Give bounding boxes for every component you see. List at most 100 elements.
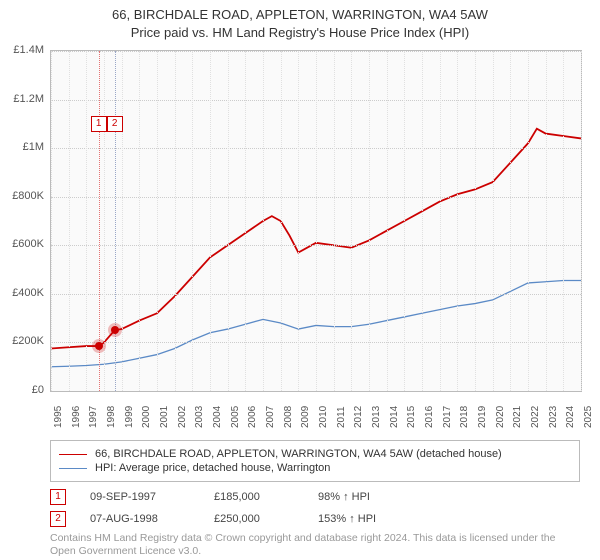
gridline-v [581,51,582,391]
y-tick-label: £1.4M [13,44,44,56]
gridline-v [369,51,370,391]
footnote: Contains HM Land Registry data © Crown c… [50,532,580,558]
x-tick-label: 2012 [353,406,364,428]
event-row: 1 09-SEP-1997 £185,000 98% ↑ HPI [50,486,580,508]
gridline-v [175,51,176,391]
gridline-v [86,51,87,391]
event-dot [111,326,119,334]
event-price: £185,000 [214,491,294,503]
title-block: 66, BIRCHDALE ROAD, APPLETON, WARRINGTON… [0,0,600,42]
x-tick-label: 2024 [565,406,576,428]
x-axis-labels: 1995 1996 1997 1998 1999 2000 2001 2002 2003 2004… [50,392,580,442]
event-vline [115,51,116,391]
event-marker-box: 1 [91,116,107,132]
x-tick-label: 2011 [336,406,347,428]
x-tick-label: 2004 [212,406,223,428]
gridline-v [51,51,52,391]
gridline-v [546,51,547,391]
gridline-v [422,51,423,391]
gridline-v [210,51,211,391]
gridline-v [404,51,405,391]
gridline-v [457,51,458,391]
x-tick-label: 2015 [406,406,417,428]
gridline-v [157,51,158,391]
legend: 66, BIRCHDALE ROAD, APPLETON, WARRINGTON… [50,440,580,482]
x-tick-label: 2001 [159,406,170,428]
legend-row: 66, BIRCHDALE ROAD, APPLETON, WARRINGTON… [59,447,571,461]
gridline-v [387,51,388,391]
y-tick-label: £600K [12,238,44,250]
event-pct: 98% ↑ HPI [318,491,418,503]
x-tick-label: 1995 [53,406,64,428]
y-tick-label: £800K [12,190,44,202]
gridline-v [298,51,299,391]
y-tick-label: £1M [23,141,44,153]
x-tick-label: 2023 [548,406,559,428]
event-date: 09-SEP-1997 [90,491,190,503]
legend-row: HPI: Average price, detached house, Warr… [59,461,571,475]
chart-container: 66, BIRCHDALE ROAD, APPLETON, WARRINGTON… [0,0,600,560]
gridline-v [192,51,193,391]
legend-label: HPI: Average price, detached house, Warr… [95,462,330,474]
gridline-v [69,51,70,391]
x-tick-label: 2025 [583,406,594,428]
legend-swatch [59,468,87,469]
x-tick-label: 2018 [459,406,470,428]
x-tick-label: 2021 [512,406,523,428]
x-tick-label: 2014 [389,406,400,428]
x-tick-label: 1999 [124,406,135,428]
event-marker-box: 2 [107,116,123,132]
gridline-v [139,51,140,391]
gridline-v [351,51,352,391]
y-axis-labels: £0£200K£400K£600K£800K£1M£1.2M£1.4M [0,50,48,390]
gridline-v [510,51,511,391]
title-line-2: Price paid vs. HM Land Registry's House … [0,24,600,42]
events-table: 1 09-SEP-1997 £185,000 98% ↑ HPI 2 07-AUG-199… [50,486,580,530]
event-date: 07-AUG-1998 [90,513,190,525]
x-tick-label: 2003 [194,406,205,428]
y-tick-label: £400K [12,287,44,299]
x-tick-label: 1998 [106,406,117,428]
gridline-v [440,51,441,391]
event-dot [95,342,103,350]
gridline-v [245,51,246,391]
title-line-1: 66, BIRCHDALE ROAD, APPLETON, WARRINGTON… [0,6,600,24]
gridline-v [334,51,335,391]
x-tick-label: 2002 [177,406,188,428]
x-tick-label: 1997 [88,406,99,428]
y-tick-label: £200K [12,335,44,347]
x-tick-label: 2020 [495,406,506,428]
gridline-v [316,51,317,391]
y-tick-label: £0 [32,384,44,396]
x-tick-label: 2016 [424,406,435,428]
x-tick-label: 2000 [141,406,152,428]
x-tick-label: 2010 [318,406,329,428]
event-number-box: 2 [50,511,66,527]
legend-label: 66, BIRCHDALE ROAD, APPLETON, WARRINGTON… [95,448,502,460]
x-tick-label: 1996 [71,406,82,428]
x-tick-label: 2013 [371,406,382,428]
gridline-v [228,51,229,391]
event-pct: 153% ↑ HPI [318,513,418,525]
x-tick-label: 2008 [283,406,294,428]
gridline-v [475,51,476,391]
x-tick-label: 2006 [247,406,258,428]
gridline-v [122,51,123,391]
x-tick-label: 2005 [230,406,241,428]
gridline-v [563,51,564,391]
gridline-v [104,51,105,391]
x-tick-label: 2017 [442,406,453,428]
plot-area: 12 [50,50,582,392]
gridline-v [263,51,264,391]
event-number-box: 1 [50,489,66,505]
event-price: £250,000 [214,513,294,525]
legend-swatch [59,454,87,455]
x-tick-label: 2009 [300,406,311,428]
gridline-v [281,51,282,391]
x-tick-label: 2022 [530,406,541,428]
y-tick-label: £1.2M [13,93,44,105]
x-tick-label: 2019 [477,406,488,428]
event-row: 2 07-AUG-1998 £250,000 153% ↑ HPI [50,508,580,530]
gridline-v [493,51,494,391]
gridline-v [528,51,529,391]
